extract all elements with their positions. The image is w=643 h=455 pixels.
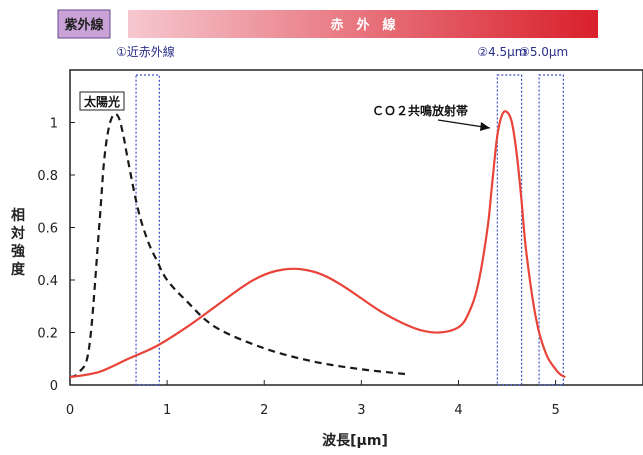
- window-band: [538, 74, 564, 386]
- uv-band-label: 紫外線: [64, 17, 104, 33]
- y-tick-label: 1: [50, 117, 58, 132]
- plot-frame: [69, 69, 643, 386]
- x-tick-label: 5: [551, 403, 559, 418]
- sun-label: 太陽光: [84, 94, 120, 109]
- x-tick-label: 0: [66, 403, 74, 418]
- ir-band: [128, 10, 598, 38]
- y-tick-label: 0: [50, 379, 58, 394]
- co2-label: ＣＯ２共鳴放射帯: [372, 103, 468, 118]
- co2-emission-curve: [69, 110, 566, 379]
- sunlight-curve: [69, 112, 411, 379]
- y-axis-label: 相対強度: [10, 207, 26, 278]
- x-tick-label: 4: [454, 403, 462, 418]
- x-tick-label: 1: [163, 403, 171, 418]
- sun-label-box: [79, 91, 125, 111]
- window-label: ③5.0μm: [519, 45, 568, 59]
- y-tick-label: 0.4: [37, 274, 58, 289]
- y-tick-label: 0.2: [37, 327, 58, 342]
- x-axis-label: 波長[μm]: [322, 432, 388, 449]
- window-label: ②4.5μm: [477, 45, 526, 59]
- co2-arrowhead: [480, 122, 490, 131]
- window-band: [496, 74, 523, 386]
- uv-band: [57, 9, 111, 39]
- series-lines: [69, 110, 566, 379]
- window-label: ①近赤外線: [116, 44, 175, 59]
- ir-band-label: 赤 外 線: [330, 17, 396, 33]
- window-band: [135, 74, 160, 386]
- x-tick-label: 3: [357, 403, 365, 418]
- y-tick-label: 0.6: [37, 222, 58, 237]
- y-tick-label: 0.8: [37, 169, 58, 184]
- axis-ticks: 0 1 2 3 4 5 0 0.2 0.4 0.6 0.8 1: [37, 117, 559, 419]
- x-tick-label: 2: [260, 403, 268, 418]
